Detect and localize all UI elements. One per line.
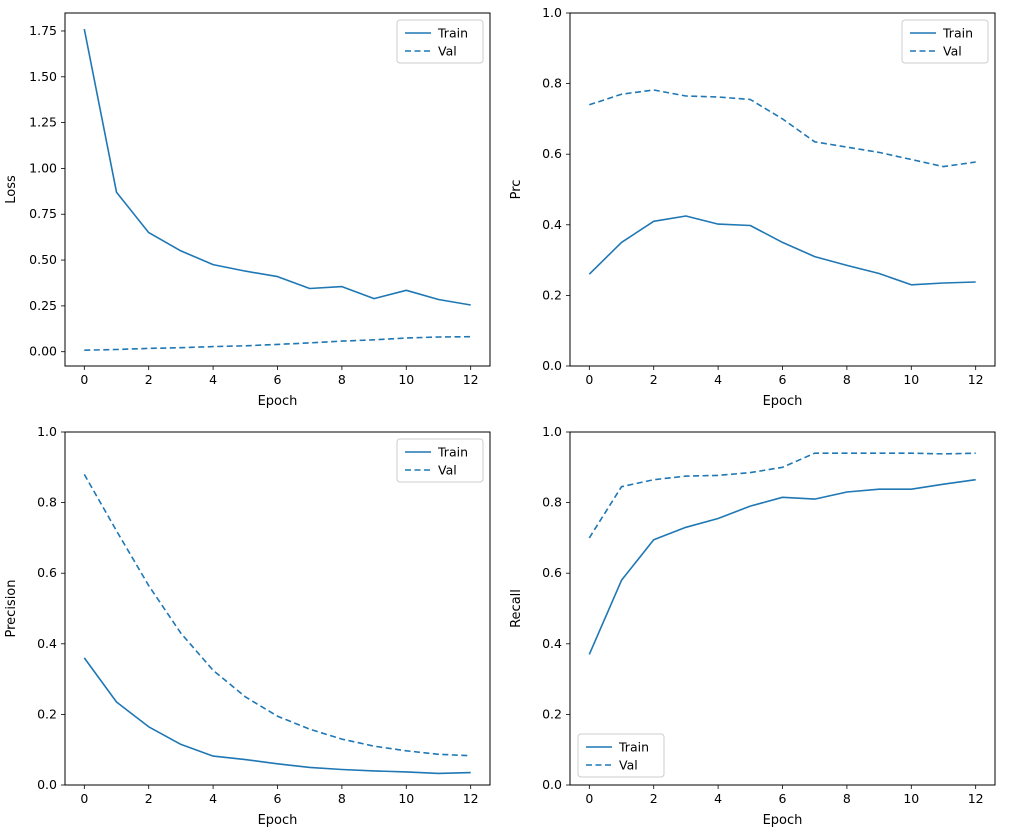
svg-text:Precision: Precision [4, 579, 19, 637]
svg-text:1.00: 1.00 [29, 160, 57, 175]
svg-text:4: 4 [714, 372, 722, 387]
svg-text:0.4: 0.4 [37, 636, 57, 651]
precision-chart: 0 2 4 6 8 10 12 0.0 0.2 0.4 0.6 0.8 1.0 Epoch Precisio… [0, 419, 505, 838]
svg-text:0.0: 0.0 [542, 777, 562, 792]
svg-text:Recall: Recall [509, 589, 524, 628]
svg-text:1.75: 1.75 [29, 23, 57, 38]
svg-text:12: 12 [968, 372, 984, 387]
svg-text:Epoch: Epoch [763, 394, 803, 409]
svg-text:1.0: 1.0 [37, 424, 57, 439]
svg-text:Prc: Prc [509, 180, 524, 200]
loss-chart: 0 2 4 6 8 10 12 0.00 0.25 0.50 0.75 1.00 1.25 1.50 1.7… [0, 0, 505, 419]
svg-text:Train: Train [618, 740, 649, 755]
svg-text:0.4: 0.4 [542, 636, 562, 651]
svg-text:Epoch: Epoch [258, 813, 298, 828]
svg-text:4: 4 [209, 791, 217, 806]
svg-text:8: 8 [843, 791, 851, 806]
svg-text:Train: Train [437, 26, 468, 41]
svg-text:12: 12 [463, 791, 479, 806]
svg-text:8: 8 [338, 372, 346, 387]
svg-text:4: 4 [714, 791, 722, 806]
svg-text:8: 8 [843, 372, 851, 387]
svg-text:0.8: 0.8 [542, 76, 562, 91]
svg-text:2: 2 [650, 372, 658, 387]
svg-text:2: 2 [145, 791, 153, 806]
svg-text:0.2: 0.2 [542, 287, 562, 302]
svg-text:Loss: Loss [4, 175, 19, 204]
svg-text:1.0: 1.0 [542, 5, 562, 20]
svg-text:Epoch: Epoch [763, 813, 803, 828]
svg-text:2: 2 [145, 372, 153, 387]
svg-text:0.2: 0.2 [542, 706, 562, 721]
svg-text:1.50: 1.50 [29, 69, 57, 84]
svg-text:0.6: 0.6 [542, 565, 562, 580]
svg-text:Val: Val [943, 44, 962, 59]
svg-text:0.8: 0.8 [37, 495, 57, 510]
svg-text:8: 8 [338, 791, 346, 806]
svg-text:0.75: 0.75 [29, 206, 57, 221]
svg-text:12: 12 [968, 791, 984, 806]
svg-text:Train: Train [437, 445, 468, 460]
svg-text:0.6: 0.6 [37, 565, 57, 580]
svg-text:6: 6 [779, 791, 787, 806]
svg-text:0: 0 [585, 791, 593, 806]
svg-text:10: 10 [903, 372, 919, 387]
prc-chart: 0 2 4 6 8 10 12 0.0 0.2 0.4 0.6 0.8 1.0 Epoch Prc Train… [505, 0, 1010, 419]
precision-chart-canvas: 0 2 4 6 8 10 12 0.0 0.2 0.4 0.6 0.8 1.0 Epoch Precisio… [4, 424, 491, 828]
svg-text:10: 10 [398, 791, 414, 806]
svg-text:0.8: 0.8 [542, 495, 562, 510]
svg-text:0.6: 0.6 [542, 146, 562, 161]
svg-text:0.0: 0.0 [37, 777, 57, 792]
svg-text:12: 12 [463, 372, 479, 387]
svg-text:0: 0 [80, 372, 88, 387]
svg-text:0: 0 [585, 372, 593, 387]
svg-text:Val: Val [438, 463, 457, 478]
svg-text:6: 6 [274, 791, 282, 806]
svg-text:4: 4 [209, 372, 217, 387]
svg-text:0.0: 0.0 [542, 358, 562, 373]
recall-chart: 0 2 4 6 8 10 12 0.0 0.2 0.4 0.6 0.8 1.0 Epoch Recall Tr… [505, 419, 1010, 838]
svg-text:Epoch: Epoch [258, 394, 298, 409]
svg-text:0.50: 0.50 [29, 252, 57, 267]
svg-text:0.2: 0.2 [37, 706, 57, 721]
svg-text:0.25: 0.25 [29, 298, 57, 313]
prc-chart-canvas: 0 2 4 6 8 10 12 0.0 0.2 0.4 0.6 0.8 1.0 Epoch Prc Train… [509, 5, 996, 409]
svg-text:Val: Val [619, 758, 638, 773]
svg-text:6: 6 [779, 372, 787, 387]
svg-text:0.00: 0.00 [29, 344, 57, 359]
svg-text:6: 6 [274, 372, 282, 387]
svg-text:2: 2 [650, 791, 658, 806]
recall-chart-canvas: 0 2 4 6 8 10 12 0.0 0.2 0.4 0.6 0.8 1.0 Epoch Recall Tr… [509, 424, 996, 828]
svg-text:1.25: 1.25 [29, 115, 57, 130]
svg-text:0.4: 0.4 [542, 217, 562, 232]
svg-text:0: 0 [80, 791, 88, 806]
svg-text:10: 10 [398, 372, 414, 387]
svg-text:Val: Val [438, 44, 457, 59]
svg-text:Train: Train [942, 26, 973, 41]
svg-text:10: 10 [903, 791, 919, 806]
svg-text:1.0: 1.0 [542, 424, 562, 439]
loss-chart-canvas: 0 2 4 6 8 10 12 0.00 0.25 0.50 0.75 1.00 1.25 1.50 1.7… [4, 12, 491, 409]
